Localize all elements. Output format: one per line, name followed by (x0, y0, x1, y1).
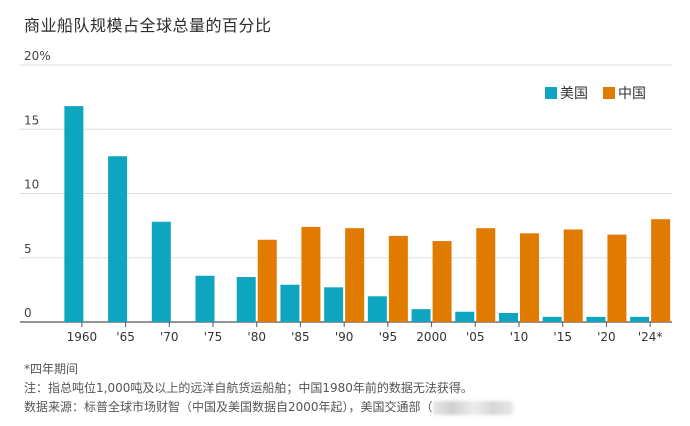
x-tick-label: '75 (204, 330, 223, 344)
x-tick-label: '80 (247, 330, 266, 344)
note-definition: 注：指总吨位1,000吨及以上的远洋自航货运船舶；中国1980年前的数据无法获得… (24, 381, 473, 395)
note-period: *四年期间 (24, 362, 79, 376)
bar-us (630, 316, 650, 322)
bar-us (195, 275, 215, 322)
x-tick-label: 2000 (416, 330, 447, 344)
x-tick-label: 1960 (67, 330, 98, 344)
y-tick-label: 20% (24, 49, 51, 63)
chart-notes: *四年期间 注：指总吨位1,000吨及以上的远洋自航货运船舶；中国1980年前的… (24, 360, 513, 417)
bar-us (324, 287, 344, 322)
y-tick-label: 0 (24, 306, 32, 320)
legend: 美国 中国 (545, 86, 646, 102)
x-tick-label: '05 (466, 330, 485, 344)
bar-us (499, 313, 518, 322)
bar-us (108, 156, 128, 322)
x-tick-label: '24* (638, 330, 663, 344)
x-tick-label: '15 (553, 330, 572, 344)
bar-us (64, 106, 84, 323)
bar-us (151, 221, 171, 322)
bar-us (411, 309, 431, 322)
bars (64, 106, 671, 323)
bar-china (257, 239, 277, 322)
bar-china (345, 228, 365, 322)
y-tick-label: 15 (24, 113, 39, 127)
bar-us (280, 284, 300, 322)
bar-chart: 0 5 10 15 20% 1960 '65 '70 '75 '80 '85 '90 '95 2000 '… (20, 49, 672, 344)
x-tick-label: '90 (335, 330, 354, 344)
bar-china (476, 228, 496, 322)
legend-swatch (603, 87, 615, 99)
bar-china (651, 219, 671, 322)
y-axis-ticks: 0 5 10 15 20% (24, 49, 51, 320)
bar-china (520, 233, 539, 322)
bar-china (607, 234, 627, 322)
x-tick-label: '20 (597, 330, 616, 344)
legend-swatch (545, 87, 557, 99)
x-tick-label: '65 (116, 330, 135, 344)
x-axis-ticks: 1960 '65 '70 '75 '80 '85 '90 '95 2000 '05 '10 '15 '2… (67, 322, 663, 344)
bar-us (542, 316, 562, 322)
x-tick-label: '95 (379, 330, 398, 344)
x-tick-label: '70 (160, 330, 179, 344)
chart-title: 商业船队规模占全球总量的百分比 (24, 16, 272, 35)
bar-china (563, 229, 583, 322)
bar-china (301, 226, 321, 322)
bar-china (432, 241, 452, 322)
y-tick-label: 5 (24, 242, 32, 256)
legend-label: 中国 (618, 86, 646, 102)
note-source-text: 数据来源：标普全球市场财智（中国及美国数据自2000年起），美国交通部（ (24, 400, 433, 414)
bar-us (586, 316, 606, 322)
x-tick-label: '10 (510, 330, 529, 344)
bar-us (236, 277, 256, 322)
bar-china (388, 235, 408, 322)
bar-us (455, 311, 475, 322)
x-tick-label: '85 (291, 330, 310, 344)
y-tick-label: 10 (24, 178, 39, 192)
redacted-text (432, 400, 513, 415)
bar-us (367, 296, 387, 322)
note-source: 数据来源：标普全球市场财智（中国及美国数据自2000年起），美国交通部（ (24, 398, 513, 417)
legend-label: 美国 (560, 86, 588, 102)
